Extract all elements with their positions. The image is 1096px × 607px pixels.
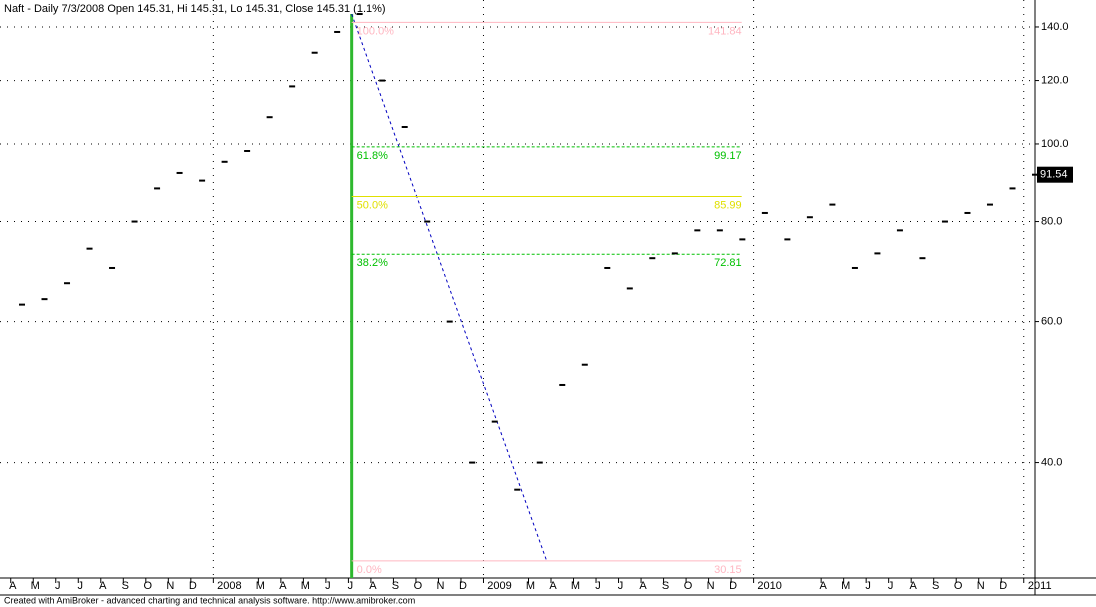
- x-tick-label: J: [595, 580, 601, 592]
- x-tick-label: N: [436, 580, 444, 592]
- trend-line: [351, 13, 548, 562]
- x-tick-label: J: [888, 580, 894, 592]
- x-tick-label: N: [707, 580, 715, 592]
- x-tick-label: J: [618, 580, 624, 592]
- x-tick-label: 2010: [757, 580, 781, 592]
- x-tick-label: 2009: [487, 580, 511, 592]
- x-tick-label: M: [256, 580, 265, 592]
- x-tick-label: M: [841, 580, 850, 592]
- x-tick-label: A: [9, 580, 17, 592]
- y-tick-label: 40.0: [1041, 456, 1062, 468]
- x-tick-label: D: [189, 580, 197, 592]
- x-tick-label: J: [55, 580, 61, 592]
- x-tick-label: O: [414, 580, 423, 592]
- x-tick-label: S: [932, 580, 939, 592]
- fib-value: 72.81: [714, 257, 742, 269]
- x-tick-label: A: [549, 580, 557, 592]
- x-tick-label: 2008: [217, 580, 241, 592]
- x-tick-label: D: [999, 580, 1007, 592]
- x-tick-label: J: [865, 580, 871, 592]
- x-tick-label: M: [571, 580, 580, 592]
- x-tick-label: A: [99, 580, 107, 592]
- x-tick-label: A: [369, 580, 377, 592]
- footer: Created with AmiBroker - advanced charti…: [4, 595, 415, 605]
- x-tick-label: N: [166, 580, 174, 592]
- last-price-box: [1037, 166, 1073, 183]
- fib-value: 99.17: [714, 150, 742, 162]
- x-tick-label: D: [729, 580, 737, 592]
- x-tick-label: 2011: [1028, 580, 1052, 592]
- fib-percent: 100.0%: [357, 25, 395, 37]
- chart-title: Naft - Daily 7/3/2008 Open 145.31, Hi 14…: [4, 3, 386, 15]
- x-tick-label: O: [144, 580, 153, 592]
- x-tick-label: S: [662, 580, 669, 592]
- fib-percent: 0.0%: [357, 564, 382, 576]
- x-tick-label: J: [348, 580, 354, 592]
- x-tick-label: N: [977, 580, 985, 592]
- fib-value: 141.84: [708, 25, 742, 37]
- x-tick-label: S: [122, 580, 129, 592]
- x-tick-label: D: [459, 580, 467, 592]
- y-tick-label: 60.0: [1041, 315, 1062, 327]
- x-tick-label: M: [301, 580, 310, 592]
- x-tick-label: J: [325, 580, 331, 592]
- x-tick-label: A: [279, 580, 287, 592]
- x-tick-label: S: [392, 580, 399, 592]
- last-price-label: 91.54: [1040, 169, 1068, 181]
- x-tick-label: O: [954, 580, 963, 592]
- y-tick-label: 80.0: [1041, 215, 1062, 227]
- x-tick-label: M: [31, 580, 40, 592]
- x-tick-label: A: [639, 580, 647, 592]
- fib-percent: 50.0%: [357, 199, 388, 211]
- y-tick-label: 100.0: [1041, 138, 1069, 150]
- x-tick-label: M: [526, 580, 535, 592]
- x-tick-label: J: [78, 580, 84, 592]
- fib-value: 30.15: [714, 564, 742, 576]
- x-tick-label: O: [684, 580, 693, 592]
- y-tick-label: 120.0: [1041, 74, 1069, 86]
- fib-percent: 61.8%: [357, 150, 388, 162]
- fib-value: 85.99: [714, 199, 742, 211]
- y-tick-label: 140.0: [1041, 21, 1069, 33]
- fib-percent: 38.2%: [357, 257, 388, 269]
- x-tick-label: A: [910, 580, 918, 592]
- x-tick-label: A: [819, 580, 827, 592]
